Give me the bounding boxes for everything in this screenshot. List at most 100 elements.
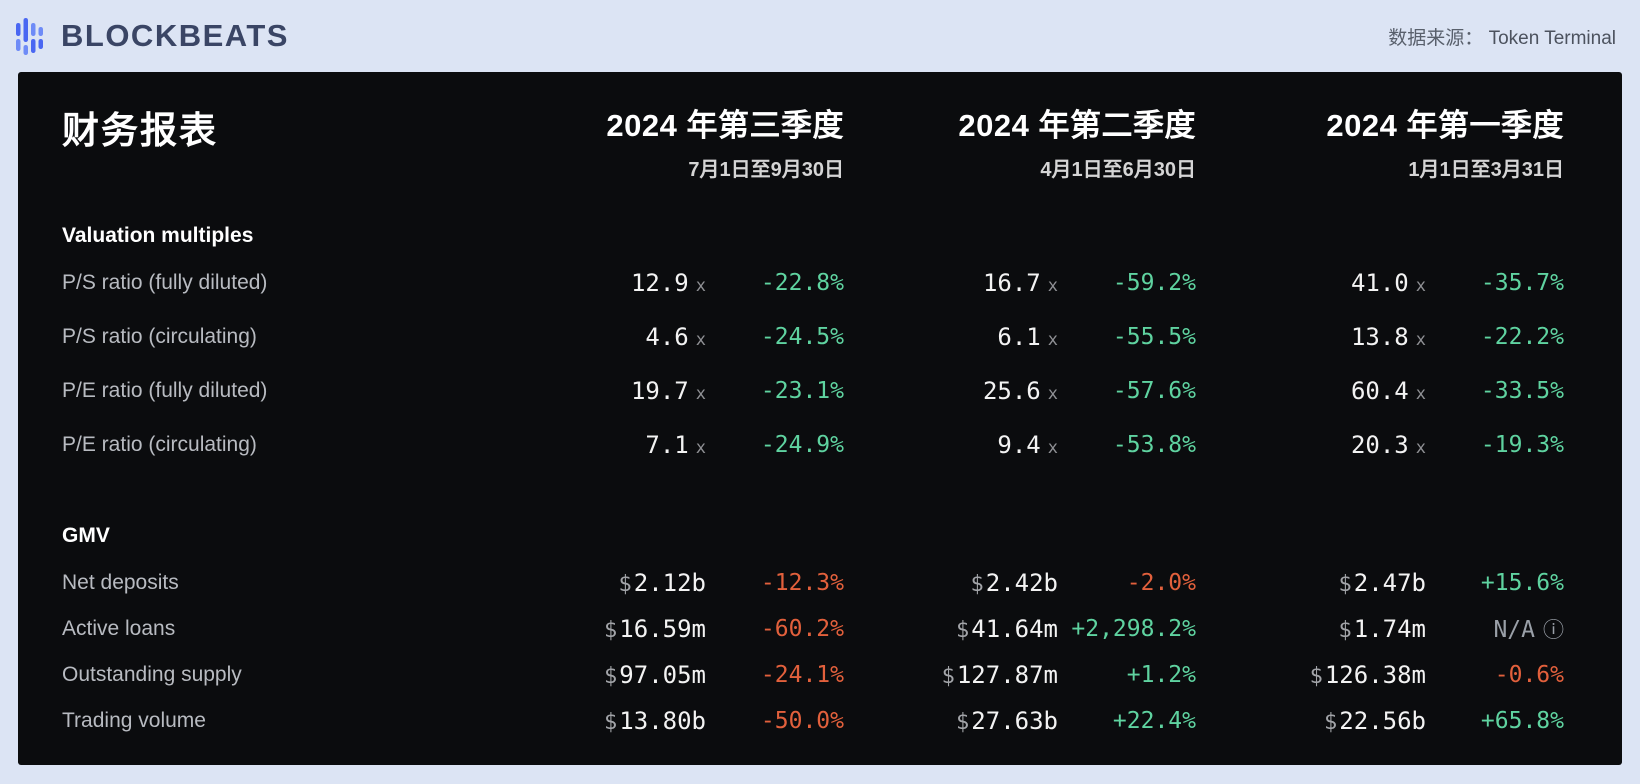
metric-cell: 16.7 x -59.2% <box>844 269 1196 297</box>
metric-value: $2.47b <box>1338 569 1427 597</box>
row-label: P/S ratio (fully diluted) <box>62 271 268 294</box>
row-label: P/E ratio (circulating) <box>62 433 257 456</box>
metric-cell: 7.1 x -24.9% <box>476 431 844 459</box>
metric-value: $126.38m <box>1309 661 1426 689</box>
table-row: P/S ratio (fully diluted) 12.9 x -22.8% 1… <box>44 256 1564 310</box>
metric-value: 60.4 x <box>1350 377 1426 405</box>
data-source: 数据来源： Token Terminal <box>1388 23 1616 50</box>
blockbeats-logo-icon <box>16 15 52 57</box>
change-percent: -22.8% <box>760 270 844 296</box>
dollar-sign: $ <box>1309 664 1323 689</box>
dollar-sign: $ <box>604 710 618 735</box>
metric-cell: $127.87m +1.2% <box>844 661 1196 689</box>
table-row: Trading volume $13.80b -50.0% $27.63b +2… <box>44 698 1564 744</box>
table-row: P/E ratio (fully diluted) 19.7 x -23.1% 2… <box>44 364 1564 418</box>
multiplier-x: x <box>1415 276 1426 296</box>
quarter-label: 2024 年第二季度 <box>958 108 1196 143</box>
change-percent: -19.3% <box>1480 432 1564 458</box>
quarter-header-q3: 2024 年第三季度 7月1日至9月30日 <box>476 100 844 182</box>
data-source-label: 数据来源： <box>1388 27 1484 49</box>
metric-value: $27.63b <box>956 707 1058 735</box>
data-source-value: Token Terminal <box>1488 27 1616 49</box>
row-label: Net deposits <box>62 571 179 594</box>
metric-cell: $2.12b -12.3% <box>476 569 845 597</box>
metric-value: $16.59m <box>604 615 706 643</box>
quarter-date-range: 1月1日至3月31日 <box>1408 159 1564 181</box>
table-row: Outstanding supply $97.05m -24.1% $127.8… <box>44 652 1564 698</box>
multiplier-x: x <box>1415 384 1426 404</box>
change-percent: -24.5% <box>760 324 844 350</box>
metric-cell: 9.4 x -53.8% <box>844 431 1196 459</box>
metric-value: 7.1 x <box>645 431 706 459</box>
multiplier-x: x <box>1047 384 1058 404</box>
metric-value: 12.9 x <box>630 269 706 297</box>
blockbeats-logo[interactable]: BLOCKBEATS <box>16 15 289 57</box>
quarter-label: 2024 年第一季度 <box>1326 108 1564 143</box>
dollar-sign: $ <box>941 664 955 689</box>
row-label: Active loans <box>62 617 176 640</box>
change-percent: -60.2% <box>760 616 844 642</box>
multiplier-x: x <box>695 384 706 404</box>
section-gmv: GMV Net deposits $2.12b -12.3% $2.42b -2… <box>44 524 1564 744</box>
metric-cell: 12.9 x -22.8% <box>476 269 844 297</box>
metric-value: 13.8 x <box>1350 323 1426 351</box>
metric-cell: 13.8 x -22.2% <box>1196 323 1564 351</box>
metric-value: 25.6 x <box>982 377 1058 405</box>
metric-value: 20.3 x <box>1350 431 1426 459</box>
dollar-sign: $ <box>956 618 970 643</box>
dollar-sign: $ <box>618 572 632 597</box>
metric-cell: 4.6 x -24.5% <box>476 323 844 351</box>
financial-report-table: 财务报表 2024 年第三季度 7月1日至9月30日 2024 年第二季度 4月… <box>18 72 1622 765</box>
metric-cell: $13.80b -50.0% <box>476 707 844 735</box>
table-row: P/S ratio (circulating) 4.6 x -24.5% 6.1 x… <box>44 310 1564 364</box>
quarter-header-q1: 2024 年第一季度 1月1日至3月31日 <box>1196 100 1564 182</box>
change-percent: +2,298.2% <box>1071 616 1196 642</box>
change-percent: +65.8% <box>1480 708 1564 734</box>
info-icon[interactable]: ⓘ <box>1543 618 1564 642</box>
multiplier-x: x <box>1047 330 1058 350</box>
multiplier-x: x <box>1415 438 1426 458</box>
change-percent: +22.4% <box>1112 708 1196 734</box>
change-percent: -57.6% <box>1112 378 1196 404</box>
change-percent: -24.1% <box>760 662 844 688</box>
metric-cell: $2.47b +15.6% <box>1196 569 1565 597</box>
metric-value: 41.0 x <box>1350 269 1426 297</box>
table-header-row: 财务报表 2024 年第三季度 7月1日至9月30日 2024 年第二季度 4月… <box>44 100 1564 182</box>
metric-cell: $97.05m -24.1% <box>476 661 844 689</box>
metric-value: $1.74m <box>1338 615 1427 643</box>
metric-value: $41.64m <box>956 615 1058 643</box>
multiplier-x: x <box>1415 330 1426 350</box>
dollar-sign: $ <box>1338 572 1352 597</box>
multiplier-x: x <box>1047 276 1058 296</box>
metric-cell: 25.6 x -57.6% <box>844 377 1196 405</box>
change-percent: -24.9% <box>760 432 844 458</box>
metric-value: $13.80b <box>604 707 706 735</box>
change-percent: -59.2% <box>1112 270 1196 296</box>
multiplier-x: x <box>695 276 706 296</box>
metric-cell: $27.63b +22.4% <box>844 707 1196 735</box>
quarter-label: 2024 年第三季度 <box>606 108 844 143</box>
metric-value: $127.87m <box>941 661 1058 689</box>
quarter-date-range: 7月1日至9月30日 <box>688 159 844 181</box>
row-label: P/S ratio (circulating) <box>62 325 257 348</box>
dollar-sign: $ <box>970 572 984 597</box>
change-percent: -53.8% <box>1112 432 1196 458</box>
dollar-sign: $ <box>1338 618 1352 643</box>
table-row: P/E ratio (circulating) 7.1 x -24.9% 9.4 x… <box>44 418 1564 472</box>
metric-cell: $126.38m -0.6% <box>1196 661 1564 689</box>
quarter-date-range: 4月1日至6月30日 <box>1040 159 1196 181</box>
change-percent: +1.2% <box>1126 662 1196 688</box>
change-percent: -55.5% <box>1112 324 1196 350</box>
change-percent: -12.3% <box>760 570 844 596</box>
change-percent: -23.1% <box>760 378 844 404</box>
dollar-sign: $ <box>604 618 618 643</box>
metric-value: 16.7 x <box>982 269 1058 297</box>
multiplier-x: x <box>695 438 706 458</box>
metric-cell: $41.64m +2,298.2% <box>844 615 1196 643</box>
dollar-sign: $ <box>956 710 970 735</box>
change-percent: -0.6% <box>1494 662 1564 688</box>
section-valuation-multiples: Valuation multiples P/S ratio (fully dil… <box>44 224 1564 472</box>
report-title: 财务报表 <box>62 110 218 151</box>
table-row: Net deposits $2.12b -12.3% $2.42b -2.0% … <box>44 560 1564 606</box>
table-row: Active loans $16.59m -60.2% $41.64m +2,2… <box>44 606 1564 652</box>
